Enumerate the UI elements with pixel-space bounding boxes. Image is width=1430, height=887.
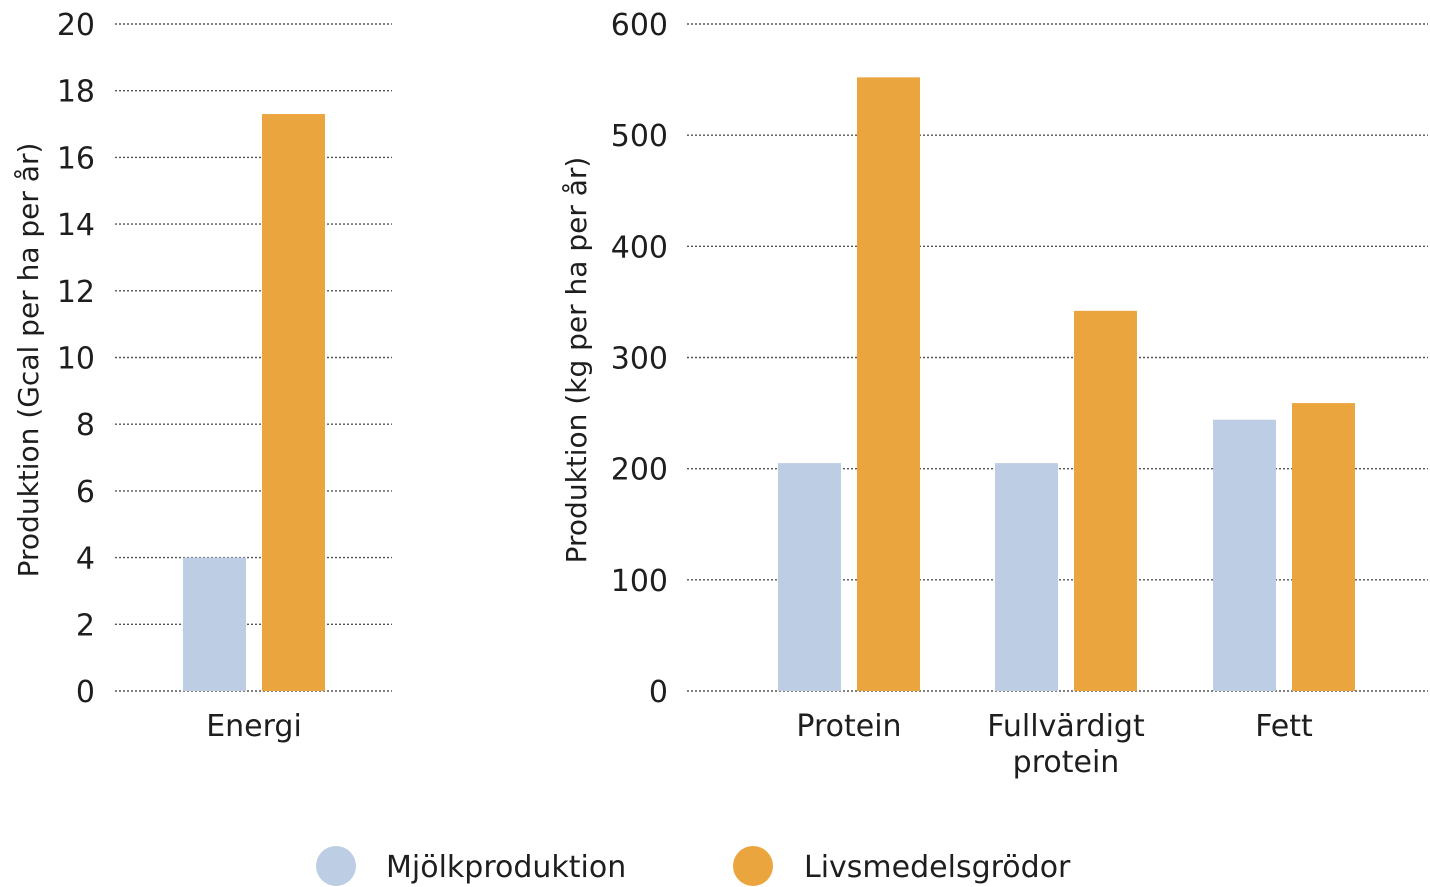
legend: Mjölkproduktion Livsmedelsgrödor [316,846,1071,886]
legend-label-crops: Livsmedelsgrödor [804,850,1071,885]
chart-protein-fat: 0 100 200 300 400 500 600 Produktion (kg per ha… [560,8,1428,780]
y-tick-label: 500 [611,119,668,154]
y-axis-label: Produktion (kg per ha per år) [560,157,593,564]
y-tick-label: 2 [76,608,95,643]
y-tick-label: 14 [57,208,95,243]
y-tick-label: 100 [611,564,668,599]
y-axis-label: Produktion (Gcal per ha per år) [12,143,45,578]
bar-mjolkproduktion [995,463,1058,691]
y-tick-label: 12 [57,275,95,310]
x-category-label: Fett [1255,709,1313,744]
bar-mjolkproduktion [1213,419,1276,691]
bar-livsmedelsgrodor [1074,310,1137,691]
x-category-label: protein [1013,745,1120,780]
bar-mjolkproduktion [778,463,841,691]
y-tick-label: 16 [57,141,95,176]
y-tick-label: 20 [57,8,95,43]
y-tick-label: 600 [611,8,668,43]
legend-label-milk: Mjölkproduktion [386,850,626,885]
y-tick-label: 300 [611,342,668,377]
y-tick-label: 0 [76,675,95,710]
y-tick-label: 10 [57,342,95,377]
x-category-label: Fullvärdigt [987,709,1145,744]
y-tick-label: 18 [57,75,95,110]
bar-livsmedelsgrodor [262,114,325,692]
y-tick-label: 200 [611,453,668,488]
legend-swatch-crops [733,846,773,886]
y-tick-label: 400 [611,230,668,265]
x-category-label: Energi [206,709,302,744]
y-tick-label: 8 [76,408,95,443]
bar-livsmedelsgrodor [1292,403,1355,691]
y-tick-label: 4 [76,542,95,577]
bar-mjolkproduktion [183,557,246,691]
chart-energy: 0 2 4 6 8 10 12 14 16 18 20 Produktion (Gcal per ha… [12,8,392,744]
y-tick-label: 6 [76,475,95,510]
legend-swatch-milk [316,846,356,886]
x-category-label: Protein [796,709,901,744]
y-tick-label: 0 [649,675,668,710]
bar-livsmedelsgrodor [857,77,920,692]
